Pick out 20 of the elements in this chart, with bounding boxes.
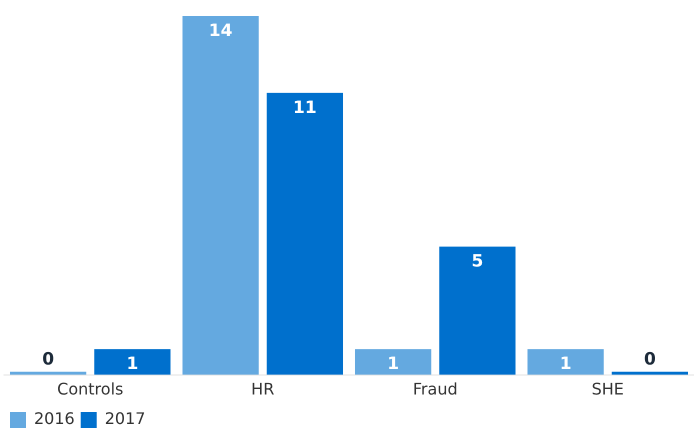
x-tick-label: Controls	[57, 380, 124, 399]
bar	[354, 349, 432, 375]
data-label: 1	[126, 354, 138, 374]
data-label: 0	[42, 350, 54, 370]
x-tick-label: Fraud	[412, 380, 458, 399]
bar	[527, 349, 604, 375]
data-label: 11	[293, 98, 317, 118]
data-label: 1	[560, 354, 572, 374]
data-label: 14	[208, 20, 233, 41]
data-label: 0	[644, 350, 656, 370]
bar	[94, 349, 171, 375]
bar	[439, 246, 516, 375]
x-tick-label: HR	[251, 380, 274, 399]
data-label: 1	[387, 354, 400, 374]
data-label: 5	[471, 252, 484, 272]
bar	[182, 16, 259, 375]
bar	[266, 92, 344, 375]
legend-label: 2017	[104, 409, 146, 428]
legend-label: 2016	[34, 409, 75, 428]
x-tick-label: SHE	[592, 380, 624, 399]
